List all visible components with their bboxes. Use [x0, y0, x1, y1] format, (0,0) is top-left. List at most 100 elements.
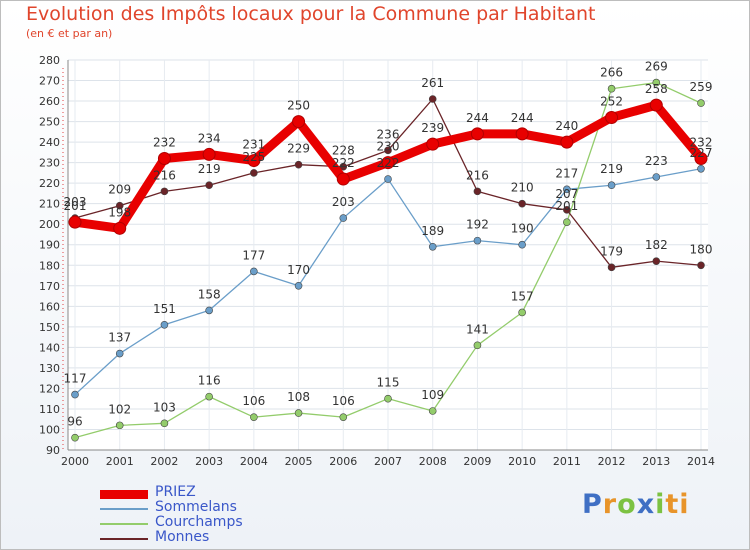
- data-label: 201: [64, 199, 87, 213]
- data-label: 201: [555, 199, 578, 213]
- data-point: [339, 214, 348, 222]
- x-tick-label: 2008: [419, 455, 447, 468]
- x-tick-label: 2012: [598, 455, 626, 468]
- data-point: [71, 390, 79, 399]
- data-label: 103: [153, 400, 176, 414]
- data-label: 229: [287, 142, 310, 156]
- y-tick-label: 150: [39, 321, 60, 334]
- data-label: 117: [64, 372, 87, 386]
- legend: PRIEZ Sommelans Courchamps Monnes: [100, 484, 360, 546]
- data-point: [607, 84, 616, 93]
- data-label: 108: [287, 390, 310, 404]
- data-point: [518, 240, 526, 249]
- data-point: [202, 147, 216, 161]
- data-point: [205, 306, 213, 315]
- data-label: 180: [690, 242, 713, 256]
- data-point: [605, 110, 619, 124]
- legend-label: Sommelans: [155, 499, 237, 515]
- legend-item-courchamps: Courchamps: [100, 514, 360, 531]
- data-point: [473, 236, 482, 245]
- data-point: [384, 394, 392, 403]
- data-label: 96: [67, 415, 82, 429]
- data-point: [518, 308, 526, 317]
- data-label: 203: [64, 195, 87, 209]
- data-point: [205, 392, 213, 401]
- y-tick-label: 140: [39, 341, 60, 354]
- data-point: [428, 95, 437, 103]
- data-label: 115: [377, 376, 400, 390]
- data-point: [697, 99, 705, 107]
- data-point: [160, 187, 169, 196]
- data-point: [652, 78, 661, 87]
- data-point: [426, 137, 440, 151]
- data-point: [160, 419, 169, 428]
- data-label: 230: [377, 140, 400, 154]
- data-point: [384, 146, 392, 155]
- data-label: 137: [108, 331, 131, 345]
- data-point: [294, 409, 303, 417]
- x-tick-label: 2009: [463, 455, 491, 468]
- data-label: 216: [466, 168, 489, 182]
- data-point: [294, 160, 303, 169]
- data-label: 244: [466, 111, 489, 125]
- data-point: [339, 162, 348, 171]
- data-label: 219: [600, 162, 623, 176]
- logo-letter: r: [602, 489, 618, 520]
- data-point: [515, 127, 529, 141]
- data-label: 179: [600, 244, 623, 258]
- data-label: 198: [108, 205, 131, 219]
- data-label: 225: [242, 150, 265, 164]
- data-label: 227: [690, 146, 713, 160]
- data-label: 223: [645, 154, 668, 168]
- y-tick-label: 270: [39, 75, 60, 88]
- data-point: [68, 215, 82, 229]
- data-point: [428, 242, 437, 251]
- y-tick-label: 180: [39, 259, 60, 272]
- logo-letter: i: [655, 489, 666, 520]
- x-tick-label: 2007: [374, 455, 402, 468]
- data-point: [470, 127, 484, 141]
- data-label: 252: [600, 94, 623, 108]
- y-tick-label: 280: [39, 54, 60, 67]
- legend-item-sommelans: Sommelans: [100, 499, 360, 516]
- y-tick-label: 230: [39, 157, 60, 170]
- x-tick-label: 2000: [61, 455, 89, 468]
- y-tick-label: 220: [39, 177, 60, 190]
- x-tick-label: 2005: [285, 455, 313, 468]
- data-point: [473, 341, 482, 350]
- x-tick-label: 2013: [642, 455, 670, 468]
- logo-letter: i: [679, 489, 690, 520]
- data-label: 102: [108, 402, 131, 416]
- data-label: 236: [377, 127, 400, 141]
- y-tick-label: 130: [39, 362, 60, 375]
- legend-item-priez: PRIEZ: [100, 484, 360, 501]
- data-point: [428, 407, 437, 415]
- x-tick-label: 2006: [329, 455, 357, 468]
- data-label: 240: [555, 119, 578, 133]
- legend-swatch: [100, 523, 148, 525]
- data-label: 109: [421, 388, 444, 402]
- x-tick-label: 2010: [508, 455, 536, 468]
- data-label: 222: [377, 156, 400, 170]
- chart-title: Evolution des Impôts locaux pour la Comm…: [26, 3, 596, 25]
- data-point: [115, 349, 124, 358]
- x-tick-label: 2011: [553, 455, 581, 468]
- data-point: [473, 187, 482, 196]
- logo-letter: x: [636, 489, 656, 520]
- data-label: 141: [466, 322, 489, 336]
- data-point: [160, 320, 169, 329]
- data-point: [694, 152, 708, 166]
- data-label: 177: [242, 248, 265, 262]
- data-point: [71, 433, 79, 442]
- data-label: 209: [108, 183, 131, 197]
- y-tick-label: 120: [39, 382, 60, 395]
- data-label: 266: [600, 66, 623, 80]
- data-label: 116: [198, 374, 221, 388]
- data-point: [560, 135, 574, 149]
- data-point: [697, 261, 705, 270]
- data-label: 203: [332, 195, 355, 209]
- data-point: [294, 281, 303, 290]
- data-label: 222: [332, 156, 355, 170]
- y-tick-label: 250: [39, 116, 60, 129]
- data-point: [250, 267, 258, 276]
